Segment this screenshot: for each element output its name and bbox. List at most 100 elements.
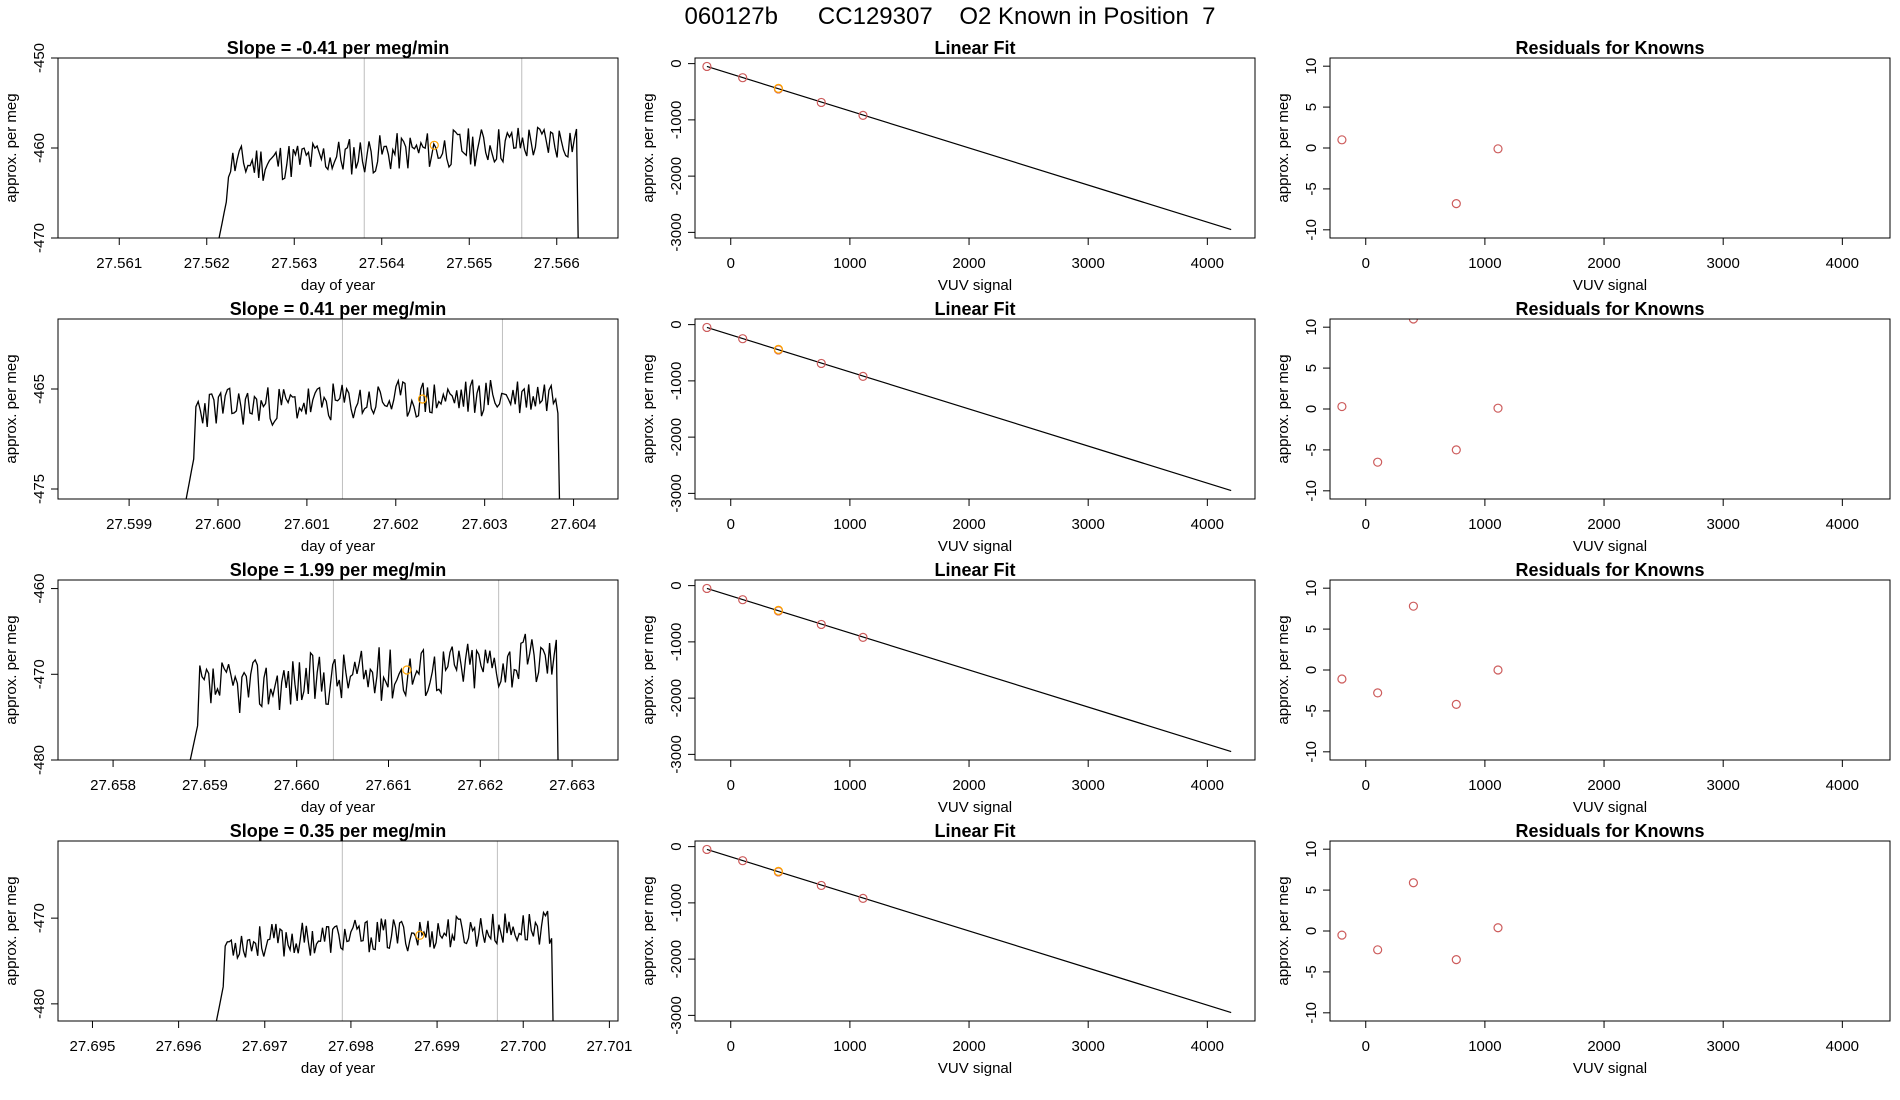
data-point bbox=[1451, 445, 1461, 455]
data-point bbox=[1451, 199, 1461, 209]
data-point bbox=[816, 358, 826, 369]
x-tick-label: 27.695 bbox=[70, 1038, 116, 1055]
y-tick-label: -1000 bbox=[668, 884, 685, 922]
x-tick-label: 0 bbox=[1362, 516, 1370, 533]
plot-area bbox=[58, 580, 559, 760]
y-tick-label: 0 bbox=[668, 320, 685, 328]
x-tick-label: 27.602 bbox=[373, 516, 419, 533]
x-tick-label: 2000 bbox=[1587, 777, 1620, 794]
plot-area bbox=[702, 61, 1232, 231]
plot-frame bbox=[694, 840, 1256, 1022]
x-tick-label: 27.563 bbox=[271, 255, 317, 272]
x-tick-label: 0 bbox=[1362, 777, 1370, 794]
highlight-point bbox=[773, 83, 784, 93]
x-tick-label: 27.699 bbox=[414, 1038, 460, 1055]
plot-area bbox=[1337, 319, 1503, 467]
y-tick-label: 5 bbox=[1303, 625, 1320, 633]
plot-frame bbox=[57, 57, 619, 239]
plot-area bbox=[702, 583, 1232, 753]
x-axis-label: VUV signal bbox=[1573, 538, 1647, 555]
plot-frame bbox=[57, 318, 619, 500]
y-tick-label: -10 bbox=[1303, 741, 1320, 763]
y-tick-label: -3000 bbox=[668, 996, 685, 1034]
plot-area bbox=[58, 841, 554, 1021]
x-tick-label: 0 bbox=[1362, 255, 1370, 272]
chart-title: Linear Fit bbox=[934, 821, 1015, 841]
page-title: 060127b CC129307 O2 Known in Position 7 bbox=[684, 3, 1216, 30]
y-tick-label: -5 bbox=[1303, 965, 1320, 978]
x-tick-label: 1000 bbox=[1468, 777, 1501, 794]
y-axis-label: approx. per meg bbox=[1275, 615, 1292, 724]
x-tick-label: 0 bbox=[1362, 1038, 1370, 1055]
x-tick-label: 27.661 bbox=[366, 777, 412, 794]
data-point bbox=[858, 371, 868, 381]
plot-area bbox=[702, 322, 1232, 492]
x-axis-label: VUV signal bbox=[1573, 799, 1647, 816]
y-tick-label: -5 bbox=[1303, 182, 1320, 195]
chart-title: Residuals for Knowns bbox=[1515, 560, 1704, 580]
x-tick-label: 3000 bbox=[1707, 255, 1740, 272]
data-point bbox=[1337, 401, 1347, 412]
data-point bbox=[702, 322, 712, 333]
x-axis-label: VUV signal bbox=[938, 799, 1012, 816]
data-point bbox=[816, 97, 826, 108]
plot-frame bbox=[57, 579, 619, 761]
chart-title: Linear Fit bbox=[934, 38, 1015, 58]
highlight-point bbox=[773, 866, 784, 876]
x-tick-label: 27.659 bbox=[182, 777, 228, 794]
x-tick-label: 27.600 bbox=[195, 516, 241, 533]
fit-line bbox=[706, 848, 1232, 1014]
y-tick-label: -460 bbox=[31, 574, 48, 604]
highlight-point bbox=[415, 930, 425, 940]
plot-frame bbox=[694, 57, 1256, 239]
x-tick-label: 27.565 bbox=[446, 255, 492, 272]
chart-panel-4: Slope = 0.41 per meg/min day of year appro… bbox=[3, 299, 619, 555]
x-tick-label: 2000 bbox=[952, 255, 985, 272]
y-axis-label: approx. per meg bbox=[1275, 876, 1292, 985]
data-point bbox=[738, 856, 748, 866]
x-tick-label: 0 bbox=[727, 777, 735, 794]
chart-panel-7: Slope = 1.99 per meg/min day of year appro… bbox=[3, 560, 619, 816]
data-series-line bbox=[185, 378, 561, 499]
y-axis-label: approx. per meg bbox=[3, 354, 20, 463]
y-tick-label: -475 bbox=[31, 474, 48, 504]
x-axis-label: day of year bbox=[301, 538, 375, 555]
y-tick-label: 0 bbox=[1303, 144, 1320, 152]
y-tick-label: -480 bbox=[31, 989, 48, 1019]
chart-title: Slope = 0.35 per meg/min bbox=[230, 821, 447, 841]
x-tick-label: 4000 bbox=[1191, 1038, 1224, 1055]
chart-panel-9: Residuals for Knowns VUV signal approx. pe… bbox=[1275, 560, 1891, 816]
chart-panel-5: Linear Fit VUV signal approx. per meg 0 1000… bbox=[640, 299, 1256, 555]
fit-line bbox=[706, 65, 1232, 231]
fit-line bbox=[706, 587, 1232, 753]
plot-area bbox=[58, 58, 579, 238]
data-point bbox=[1493, 923, 1503, 933]
plot-frame bbox=[1329, 579, 1891, 761]
data-point bbox=[816, 880, 826, 891]
plot-frame bbox=[1329, 840, 1891, 1022]
data-point bbox=[702, 583, 712, 594]
y-axis-label: approx. per meg bbox=[640, 354, 657, 463]
y-axis-label: approx. per meg bbox=[640, 615, 657, 724]
x-tick-label: 0 bbox=[727, 516, 735, 533]
chart-title: Slope = 0.41 per meg/min bbox=[230, 299, 447, 319]
data-point bbox=[1493, 144, 1503, 154]
chart-panel-10: Slope = 0.35 per meg/min day of year appro… bbox=[3, 821, 632, 1077]
data-point bbox=[858, 110, 868, 120]
data-point bbox=[1408, 878, 1419, 888]
x-tick-label: 27.566 bbox=[534, 255, 580, 272]
chart-title: Residuals for Knowns bbox=[1515, 821, 1704, 841]
y-tick-label: 10 bbox=[1303, 58, 1320, 75]
y-tick-label: -5 bbox=[1303, 704, 1320, 717]
x-axis-label: VUV signal bbox=[938, 538, 1012, 555]
plot-area bbox=[1337, 878, 1503, 965]
x-tick-label: 0 bbox=[727, 255, 735, 272]
x-tick-label: 2000 bbox=[952, 516, 985, 533]
x-tick-label: 27.658 bbox=[90, 777, 136, 794]
y-tick-label: -10 bbox=[1303, 1002, 1320, 1024]
x-tick-label: 2000 bbox=[952, 777, 985, 794]
highlight-point bbox=[773, 605, 784, 615]
x-tick-label: 1000 bbox=[833, 516, 866, 533]
data-point bbox=[1337, 135, 1347, 145]
chart-title: Slope = -0.41 per meg/min bbox=[227, 38, 450, 58]
